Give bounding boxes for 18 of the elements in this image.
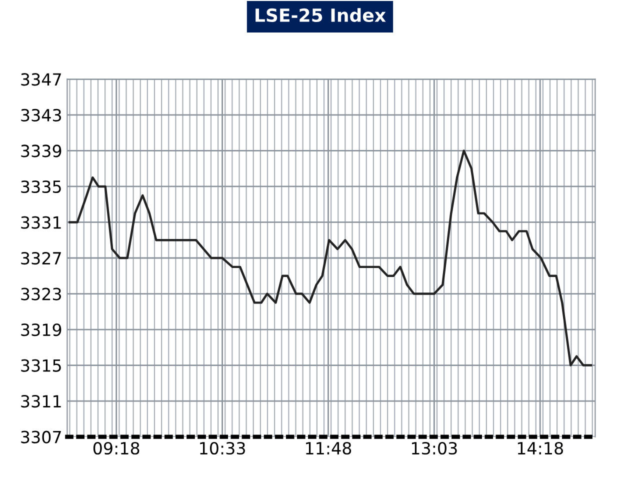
- y-tick-label: 3315: [21, 359, 61, 372]
- y-tick-label: 3307: [21, 430, 61, 444]
- x-tick-label: 10:33: [200, 442, 245, 455]
- x-tick-label: 11:48: [306, 442, 352, 455]
- line-series: [68, 150, 592, 366]
- y-tick-label: 3311: [21, 395, 61, 408]
- y-tick-label: 3327: [21, 252, 61, 265]
- x-tick-label: 14:18: [518, 442, 563, 455]
- y-tick-label: 3347: [21, 73, 61, 86]
- y-tick-label: 3339: [21, 144, 62, 158]
- x-tick-label: 09:18: [93, 442, 140, 455]
- y-tick-label: 3319: [21, 323, 62, 336]
- chart-title: LSE-25 Index: [256, 8, 386, 22]
- y-tick-label: 3335: [21, 180, 61, 194]
- y-tick-label: 3331: [21, 216, 61, 229]
- y-tick-label: 3323: [21, 288, 61, 300]
- x-tick-label: 13:03: [412, 442, 457, 455]
- y-tick-label: 3343: [21, 108, 61, 122]
